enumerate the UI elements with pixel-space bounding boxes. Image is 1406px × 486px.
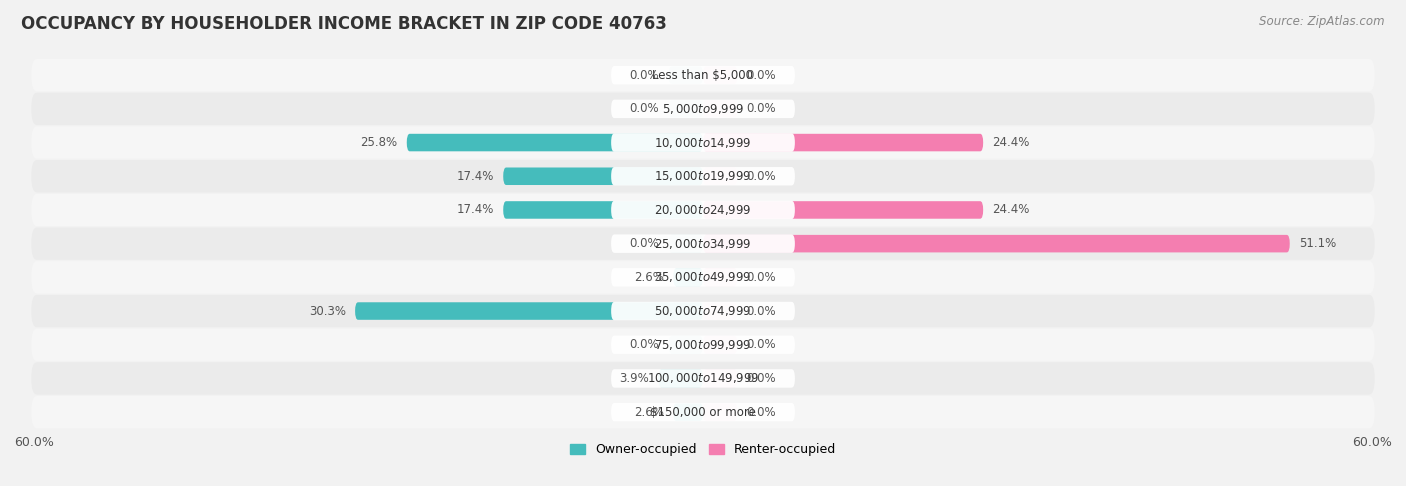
FancyBboxPatch shape <box>703 302 738 320</box>
Text: 2.6%: 2.6% <box>634 271 664 284</box>
FancyBboxPatch shape <box>31 362 1375 395</box>
FancyBboxPatch shape <box>703 336 738 353</box>
Text: 3.9%: 3.9% <box>619 372 650 385</box>
FancyBboxPatch shape <box>31 227 1375 260</box>
FancyBboxPatch shape <box>356 302 703 320</box>
Text: $20,000 to $24,999: $20,000 to $24,999 <box>654 203 752 217</box>
FancyBboxPatch shape <box>31 194 1375 226</box>
Text: $150,000 or more: $150,000 or more <box>650 406 756 418</box>
Text: 0.0%: 0.0% <box>747 271 776 284</box>
FancyBboxPatch shape <box>703 67 738 84</box>
FancyBboxPatch shape <box>612 268 794 287</box>
Text: 17.4%: 17.4% <box>457 204 494 216</box>
FancyBboxPatch shape <box>31 261 1375 294</box>
FancyBboxPatch shape <box>612 100 794 118</box>
FancyBboxPatch shape <box>503 201 703 219</box>
Text: $50,000 to $74,999: $50,000 to $74,999 <box>654 304 752 318</box>
FancyBboxPatch shape <box>31 93 1375 125</box>
FancyBboxPatch shape <box>612 234 794 253</box>
Text: $25,000 to $34,999: $25,000 to $34,999 <box>654 237 752 251</box>
FancyBboxPatch shape <box>669 67 703 84</box>
Text: 24.4%: 24.4% <box>993 136 1029 149</box>
FancyBboxPatch shape <box>31 126 1375 159</box>
Text: 24.4%: 24.4% <box>993 204 1029 216</box>
Text: 0.0%: 0.0% <box>630 237 659 250</box>
Text: 0.0%: 0.0% <box>747 305 776 317</box>
FancyBboxPatch shape <box>703 370 738 387</box>
FancyBboxPatch shape <box>703 403 738 421</box>
Text: 60.0%: 60.0% <box>14 436 53 449</box>
FancyBboxPatch shape <box>703 134 983 151</box>
FancyBboxPatch shape <box>406 134 703 151</box>
Text: 0.0%: 0.0% <box>630 103 659 115</box>
Text: Less than $5,000: Less than $5,000 <box>652 69 754 82</box>
Text: 25.8%: 25.8% <box>360 136 398 149</box>
FancyBboxPatch shape <box>669 100 703 118</box>
Text: 0.0%: 0.0% <box>630 338 659 351</box>
Text: 30.3%: 30.3% <box>309 305 346 317</box>
Text: $10,000 to $14,999: $10,000 to $14,999 <box>654 136 752 150</box>
FancyBboxPatch shape <box>673 269 703 286</box>
Text: 0.0%: 0.0% <box>747 372 776 385</box>
Text: $5,000 to $9,999: $5,000 to $9,999 <box>662 102 744 116</box>
FancyBboxPatch shape <box>31 160 1375 192</box>
FancyBboxPatch shape <box>612 403 794 421</box>
Text: 0.0%: 0.0% <box>630 69 659 82</box>
FancyBboxPatch shape <box>612 335 794 354</box>
FancyBboxPatch shape <box>31 295 1375 327</box>
Text: $100,000 to $149,999: $100,000 to $149,999 <box>647 371 759 385</box>
FancyBboxPatch shape <box>658 370 703 387</box>
FancyBboxPatch shape <box>703 235 1289 252</box>
Text: 0.0%: 0.0% <box>747 103 776 115</box>
Text: $75,000 to $99,999: $75,000 to $99,999 <box>654 338 752 352</box>
FancyBboxPatch shape <box>673 403 703 421</box>
FancyBboxPatch shape <box>612 66 794 85</box>
FancyBboxPatch shape <box>669 235 703 252</box>
Text: 0.0%: 0.0% <box>747 406 776 418</box>
FancyBboxPatch shape <box>612 167 794 186</box>
Text: $35,000 to $49,999: $35,000 to $49,999 <box>654 270 752 284</box>
Text: 2.6%: 2.6% <box>634 406 664 418</box>
Text: $15,000 to $19,999: $15,000 to $19,999 <box>654 169 752 183</box>
FancyBboxPatch shape <box>612 133 794 152</box>
FancyBboxPatch shape <box>612 201 794 219</box>
FancyBboxPatch shape <box>31 59 1375 91</box>
Text: 51.1%: 51.1% <box>1299 237 1336 250</box>
FancyBboxPatch shape <box>31 329 1375 361</box>
FancyBboxPatch shape <box>612 369 794 388</box>
Text: 0.0%: 0.0% <box>747 69 776 82</box>
FancyBboxPatch shape <box>703 100 738 118</box>
FancyBboxPatch shape <box>703 201 983 219</box>
Text: 60.0%: 60.0% <box>1353 436 1392 449</box>
Text: Source: ZipAtlas.com: Source: ZipAtlas.com <box>1260 15 1385 28</box>
Text: 0.0%: 0.0% <box>747 170 776 183</box>
FancyBboxPatch shape <box>31 396 1375 428</box>
Text: OCCUPANCY BY HOUSEHOLDER INCOME BRACKET IN ZIP CODE 40763: OCCUPANCY BY HOUSEHOLDER INCOME BRACKET … <box>21 15 666 33</box>
FancyBboxPatch shape <box>669 336 703 353</box>
FancyBboxPatch shape <box>703 269 738 286</box>
Legend: Owner-occupied, Renter-occupied: Owner-occupied, Renter-occupied <box>565 438 841 462</box>
FancyBboxPatch shape <box>503 168 703 185</box>
Text: 0.0%: 0.0% <box>747 338 776 351</box>
FancyBboxPatch shape <box>612 302 794 320</box>
Text: 17.4%: 17.4% <box>457 170 494 183</box>
FancyBboxPatch shape <box>703 168 738 185</box>
